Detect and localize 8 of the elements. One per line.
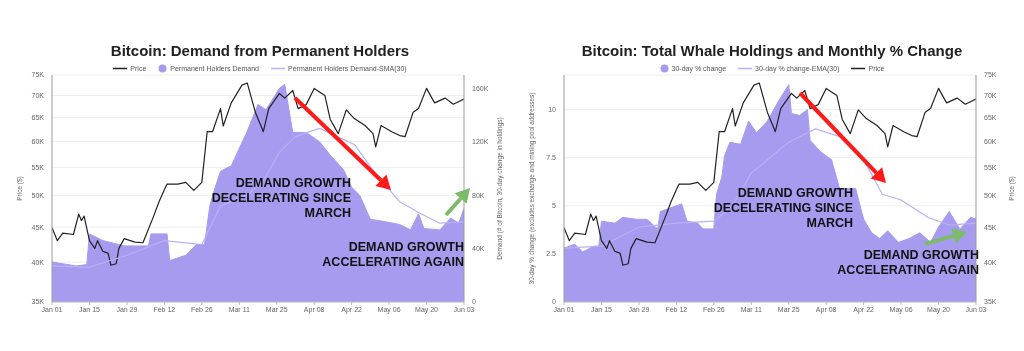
annotation: DEMAND GROWTH DECELERATING SINCE MARCH: [712, 186, 853, 231]
annotation: DEMAND GROWTH DECELERATING SINCE MARCH: [210, 176, 351, 221]
annotation: DEMAND GROWTH ACCELERATING AGAIN: [836, 248, 979, 278]
chart-title: Bitcoin: Total Whale Holdings and Monthly % Change: [580, 42, 964, 59]
line-series: [564, 128, 976, 249]
line-series: [52, 127, 464, 268]
chart-title: Bitcoin: Demand from Permanent Holders: [109, 42, 411, 59]
annotation: DEMAND GROWTH ACCELERATING AGAIN: [321, 240, 464, 270]
